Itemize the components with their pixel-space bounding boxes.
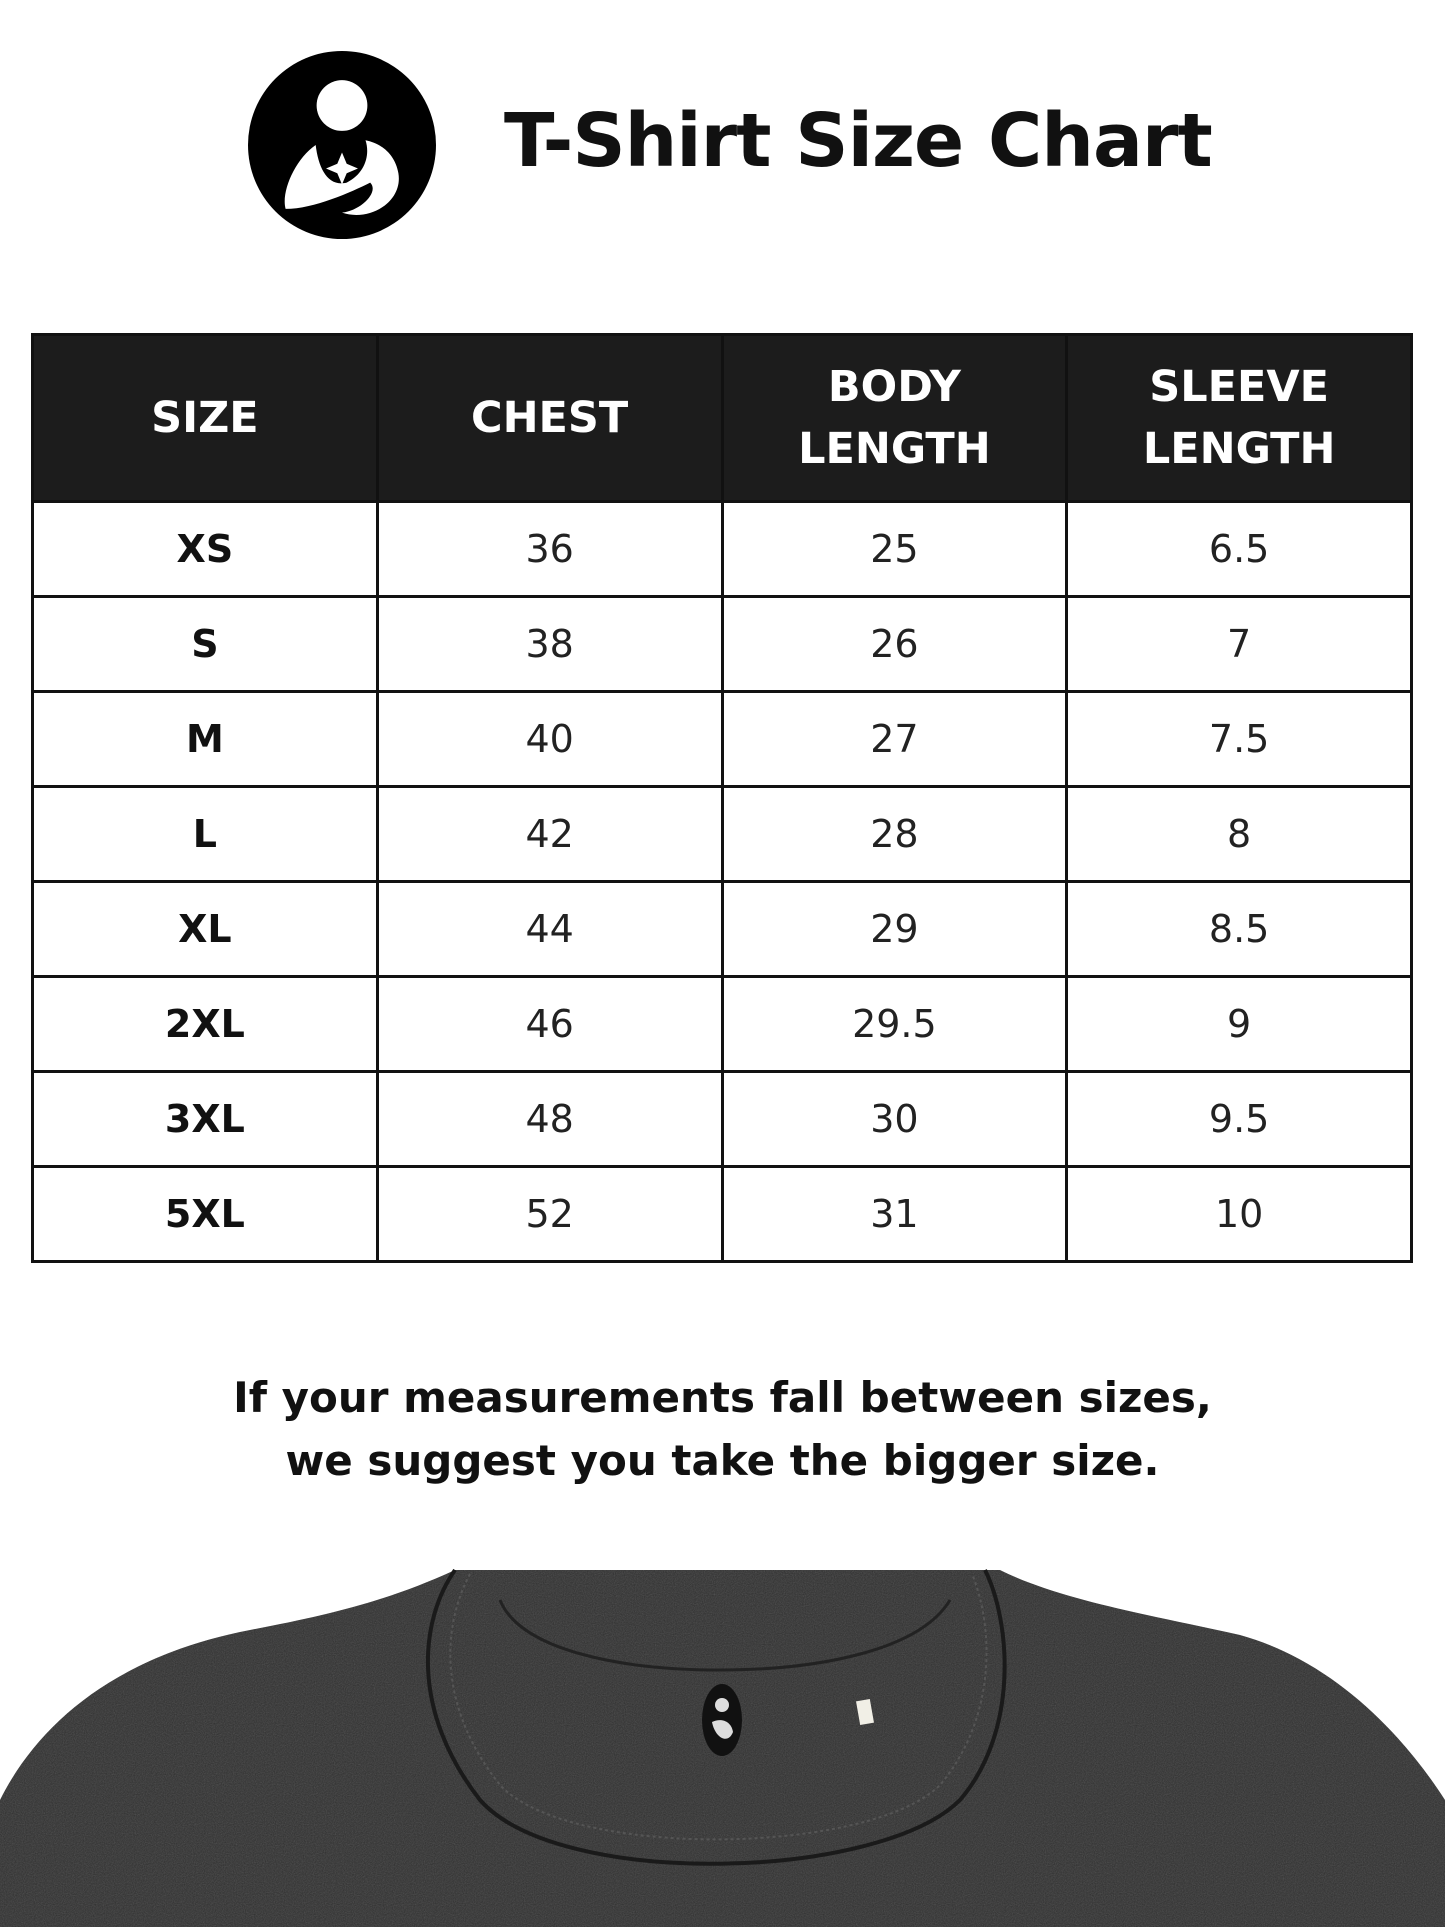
chest-cell: 36 xyxy=(375,500,724,598)
size-chart-table: SIZE CHEST BODY LENGTH SLEEVE LENGTH XS 36 2… xyxy=(31,333,1413,1263)
size-cell: 3XL xyxy=(31,1070,379,1168)
chest-cell: 48 xyxy=(375,1070,724,1168)
chest-cell: 52 xyxy=(375,1165,724,1263)
table-row: S 38 26 7 xyxy=(31,595,1413,693)
size-cell: 5XL xyxy=(31,1165,379,1263)
page-title: T-Shirt Size Chart xyxy=(504,98,1213,184)
collar-logo-icon xyxy=(702,1684,742,1756)
sizing-note-line-1: If your measurements fall between sizes, xyxy=(233,1373,1212,1422)
size-cell: 2XL xyxy=(31,975,379,1073)
body-length-cell: 26 xyxy=(720,595,1069,693)
table-row: M 40 27 7.5 xyxy=(31,690,1413,788)
table-row: XS 36 25 6.5 xyxy=(31,500,1413,598)
t-shirt-image xyxy=(0,1568,1445,1927)
sleeve-length-cell: 6.5 xyxy=(1065,500,1413,598)
column-header-size: SIZE xyxy=(31,333,379,503)
table-row: 2XL 46 29.5 9 xyxy=(31,975,1413,1073)
chest-cell: 38 xyxy=(375,595,724,693)
size-cell: L xyxy=(31,785,379,883)
body-length-cell: 27 xyxy=(720,690,1069,788)
table-row: L 42 28 8 xyxy=(31,785,1413,883)
body-length-cell: 29 xyxy=(720,880,1069,978)
brand-logo-icon xyxy=(248,51,436,239)
body-length-cell: 29.5 xyxy=(720,975,1069,1073)
table-row: 5XL 52 31 10 xyxy=(31,1165,1413,1263)
size-cell: XL xyxy=(31,880,379,978)
chest-cell: 46 xyxy=(375,975,724,1073)
body-length-cell: 31 xyxy=(720,1165,1069,1263)
table-row: XL 44 29 8.5 xyxy=(31,880,1413,978)
size-cell: M xyxy=(31,690,379,788)
chest-cell: 40 xyxy=(375,690,724,788)
size-cell: S xyxy=(31,595,379,693)
body-length-cell: 25 xyxy=(720,500,1069,598)
size-cell: XS xyxy=(31,500,379,598)
column-header-sleeve-length: SLEEVE LENGTH xyxy=(1065,333,1413,503)
size-tag xyxy=(856,1698,874,1726)
sleeve-length-cell: 9.5 xyxy=(1065,1070,1413,1168)
table-header-row: SIZE CHEST BODY LENGTH SLEEVE LENGTH xyxy=(31,333,1413,503)
sleeve-length-cell: 8.5 xyxy=(1065,880,1413,978)
chest-cell: 44 xyxy=(375,880,724,978)
sizing-note: If your measurements fall between sizes,… xyxy=(0,1366,1445,1492)
sleeve-length-cell: 9 xyxy=(1065,975,1413,1073)
sleeve-length-cell: 10 xyxy=(1065,1165,1413,1263)
body-length-cell: 30 xyxy=(720,1070,1069,1168)
sleeve-length-cell: 7 xyxy=(1065,595,1413,693)
column-header-body-length: BODY LENGTH xyxy=(720,333,1069,503)
table-row: 3XL 48 30 9.5 xyxy=(31,1070,1413,1168)
sizing-note-line-2: we suggest you take the bigger size. xyxy=(285,1436,1160,1485)
chest-cell: 42 xyxy=(375,785,724,883)
sleeve-length-cell: 8 xyxy=(1065,785,1413,883)
sleeve-length-cell: 7.5 xyxy=(1065,690,1413,788)
body-length-cell: 28 xyxy=(720,785,1069,883)
column-header-chest: CHEST xyxy=(375,333,724,503)
